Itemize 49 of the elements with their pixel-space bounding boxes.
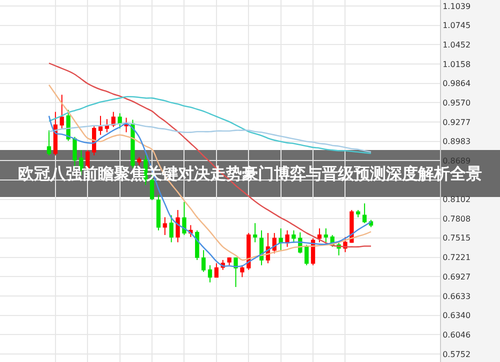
y-tick-label: 1.0158 (442, 60, 471, 69)
candlestick (53, 111, 58, 156)
candlestick (324, 228, 328, 243)
y-tick-label: 0.8689 (442, 156, 471, 166)
candlestick (201, 250, 206, 272)
candlestick (208, 264, 212, 283)
candlestick (234, 256, 238, 288)
candlestick (362, 202, 367, 224)
line-series (48, 122, 372, 153)
candlestick (350, 209, 354, 244)
candlestick (182, 202, 186, 236)
y-tick-label: 1.0452 (442, 40, 471, 50)
candlestick (162, 216, 167, 236)
y-tick-label: 0.5752 (442, 350, 471, 359)
y-tick-label: 0.7515 (442, 234, 471, 243)
candlestick (169, 214, 174, 243)
y-tick-label: 0.8102 (442, 195, 471, 204)
y-tick-label: 0.6927 (442, 272, 471, 282)
y-tick-label: 0.6633 (442, 292, 471, 301)
candlestick (304, 244, 309, 266)
y-tick-label: 0.9570 (442, 98, 471, 108)
y-tick-label: 0.7808 (442, 214, 471, 224)
candlestick (124, 117, 128, 133)
line-series (48, 96, 372, 154)
candlestick (253, 222, 258, 243)
y-tick-label: 0.8983 (442, 137, 471, 146)
candlestick (104, 118, 110, 133)
candlestick (156, 194, 161, 231)
y-tick-label: 1.1039 (442, 2, 471, 11)
candlestick (240, 264, 244, 278)
candlestick (285, 230, 290, 248)
candlestick (278, 228, 283, 251)
candlestick (292, 230, 296, 244)
candlestick (356, 209, 360, 218)
candlestick (214, 262, 219, 278)
candlestick (195, 230, 200, 260)
candlestick (176, 209, 180, 243)
candlestick (60, 94, 64, 129)
y-tick-label: 0.6046 (442, 330, 471, 340)
y-tick-label: 0.7221 (442, 253, 471, 262)
candlestick (137, 156, 142, 166)
candlestick (98, 115, 103, 136)
candlestick (227, 256, 232, 266)
candlestick (46, 130, 52, 156)
candlestick (317, 228, 322, 243)
y-tick-label: 0.9277 (442, 118, 471, 127)
y-tick-label: 0.6340 (442, 311, 471, 320)
y-tick-label: 1.0745 (442, 21, 471, 30)
y-tick-label: 0.9864 (442, 79, 471, 88)
